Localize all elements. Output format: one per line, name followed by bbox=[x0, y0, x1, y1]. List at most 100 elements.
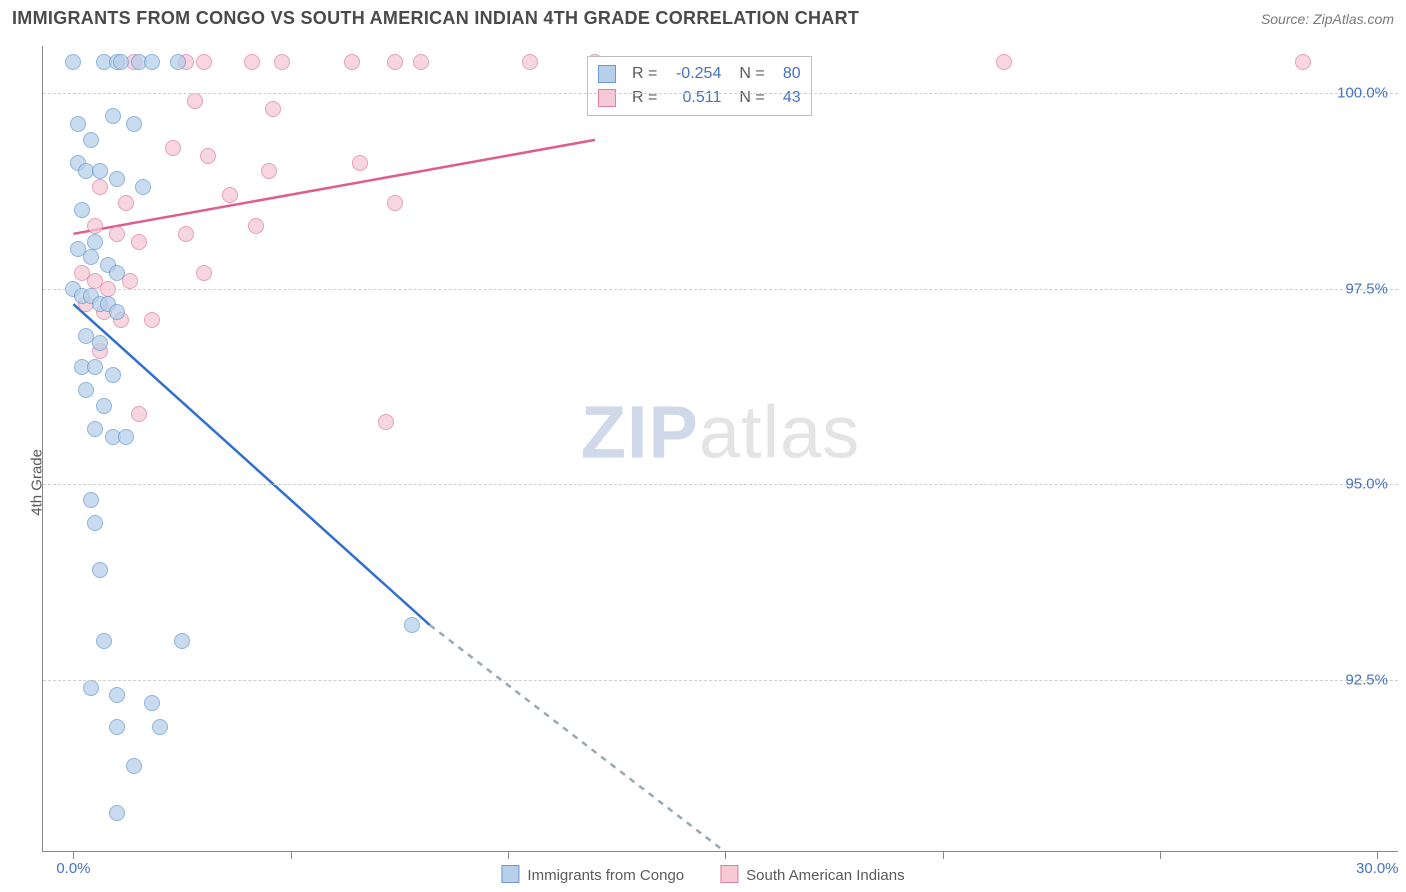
x-tick bbox=[1160, 851, 1161, 859]
legend-label: Immigrants from Congo bbox=[527, 867, 684, 884]
scatter-point-congo bbox=[87, 234, 103, 250]
scatter-point-congo bbox=[70, 116, 86, 132]
scatter-point-congo bbox=[109, 687, 125, 703]
legend-item-congo: Immigrants from Congo bbox=[501, 865, 684, 884]
gridline-h bbox=[43, 93, 1398, 94]
gridline-h bbox=[43, 680, 1398, 681]
scatter-point-sai bbox=[131, 406, 147, 422]
stats-n-label: N = bbox=[739, 62, 764, 86]
stats-row-congo: R = -0.254 N = 80 bbox=[598, 62, 801, 86]
legend-label: South American Indians bbox=[746, 867, 904, 884]
scatter-point-congo bbox=[144, 54, 160, 70]
scatter-point-congo bbox=[105, 108, 121, 124]
scatter-point-sai bbox=[265, 101, 281, 117]
y-tick-label: 97.5% bbox=[1345, 280, 1388, 297]
scatter-point-sai bbox=[274, 54, 290, 70]
scatter-point-sai bbox=[222, 187, 238, 203]
scatter-point-sai bbox=[522, 54, 538, 70]
scatter-point-sai bbox=[244, 54, 260, 70]
chart-header: IMMIGRANTS FROM CONGO VS SOUTH AMERICAN … bbox=[0, 0, 1406, 35]
legend-swatch bbox=[501, 865, 519, 883]
stats-row-sai: R =0.511N =43 bbox=[598, 86, 801, 110]
stats-r-value: -0.254 bbox=[665, 62, 721, 86]
correlation-stats-box: R = -0.254 N = 80R = 0.511 N = 43 bbox=[587, 56, 812, 116]
scatter-point-congo bbox=[126, 758, 142, 774]
scatter-point-sai bbox=[87, 218, 103, 234]
scatter-point-sai bbox=[996, 54, 1012, 70]
scatter-point-sai bbox=[118, 195, 134, 211]
y-tick-label: 92.5% bbox=[1345, 671, 1388, 688]
scatter-point-sai bbox=[261, 163, 277, 179]
scatter-points-layer bbox=[43, 46, 1398, 851]
y-tick-label: 100.0% bbox=[1337, 84, 1388, 101]
scatter-point-congo bbox=[135, 179, 151, 195]
x-tick bbox=[73, 851, 74, 859]
stats-r-value: 0.511 bbox=[665, 86, 721, 110]
scatter-point-congo bbox=[92, 163, 108, 179]
scatter-point-congo bbox=[170, 54, 186, 70]
scatter-point-sai bbox=[109, 226, 125, 242]
x-tick bbox=[508, 851, 509, 859]
scatter-point-congo bbox=[109, 265, 125, 281]
x-tick bbox=[943, 851, 944, 859]
scatter-point-sai bbox=[387, 54, 403, 70]
scatter-point-sai bbox=[196, 265, 212, 281]
scatter-point-sai bbox=[248, 218, 264, 234]
gridline-h bbox=[43, 484, 1398, 485]
scatter-point-sai bbox=[352, 155, 368, 171]
legend-item-sai: South American Indians bbox=[720, 865, 904, 884]
scatter-point-sai bbox=[165, 140, 181, 156]
scatter-point-congo bbox=[78, 382, 94, 398]
scatter-point-sai bbox=[387, 195, 403, 211]
x-tick-label: 30.0% bbox=[1356, 860, 1399, 877]
scatter-chart: 4th Grade ZIPatlas R =-0.254N =80R =0.51… bbox=[42, 46, 1398, 852]
source-name: ZipAtlas.com bbox=[1313, 11, 1394, 27]
scatter-point-congo bbox=[83, 680, 99, 696]
y-tick-label: 95.0% bbox=[1345, 476, 1388, 493]
scatter-point-congo bbox=[65, 54, 81, 70]
x-tick-label: 0.0% bbox=[56, 860, 90, 877]
scatter-point-congo bbox=[109, 805, 125, 821]
scatter-point-sai bbox=[344, 54, 360, 70]
legend-swatch bbox=[720, 865, 738, 883]
scatter-point-sai bbox=[196, 54, 212, 70]
scatter-point-congo bbox=[87, 359, 103, 375]
stats-r-label: R = bbox=[632, 62, 657, 86]
scatter-point-congo bbox=[92, 562, 108, 578]
scatter-point-congo bbox=[83, 249, 99, 265]
scatter-point-sai bbox=[1295, 54, 1311, 70]
scatter-point-congo bbox=[87, 421, 103, 437]
x-tick bbox=[1377, 851, 1378, 859]
scatter-point-congo bbox=[174, 633, 190, 649]
x-tick bbox=[291, 851, 292, 859]
scatter-point-congo bbox=[109, 719, 125, 735]
legend-swatch bbox=[598, 65, 616, 83]
scatter-point-sai bbox=[178, 226, 194, 242]
bottom-legend: Immigrants from Congo South American Indi… bbox=[501, 865, 904, 884]
scatter-point-congo bbox=[109, 304, 125, 320]
scatter-point-sai bbox=[187, 93, 203, 109]
scatter-point-congo bbox=[83, 132, 99, 148]
scatter-point-congo bbox=[96, 633, 112, 649]
scatter-point-congo bbox=[113, 54, 129, 70]
scatter-point-congo bbox=[118, 429, 134, 445]
x-tick bbox=[725, 851, 726, 859]
scatter-point-sai bbox=[200, 148, 216, 164]
stats-n-value: 80 bbox=[773, 62, 801, 86]
scatter-point-sai bbox=[378, 414, 394, 430]
scatter-point-congo bbox=[87, 515, 103, 531]
scatter-point-congo bbox=[105, 367, 121, 383]
scatter-point-sai bbox=[92, 179, 108, 195]
scatter-point-congo bbox=[74, 202, 90, 218]
scatter-point-congo bbox=[83, 492, 99, 508]
scatter-point-sai bbox=[413, 54, 429, 70]
stats-n-value: 43 bbox=[773, 86, 801, 110]
source-prefix: Source: bbox=[1261, 11, 1313, 27]
scatter-point-congo bbox=[126, 116, 142, 132]
chart-title: IMMIGRANTS FROM CONGO VS SOUTH AMERICAN … bbox=[12, 8, 859, 29]
scatter-point-congo bbox=[92, 335, 108, 351]
scatter-point-sai bbox=[131, 234, 147, 250]
scatter-point-congo bbox=[109, 171, 125, 187]
stats-r-label: R = bbox=[632, 86, 657, 110]
scatter-point-congo bbox=[152, 719, 168, 735]
